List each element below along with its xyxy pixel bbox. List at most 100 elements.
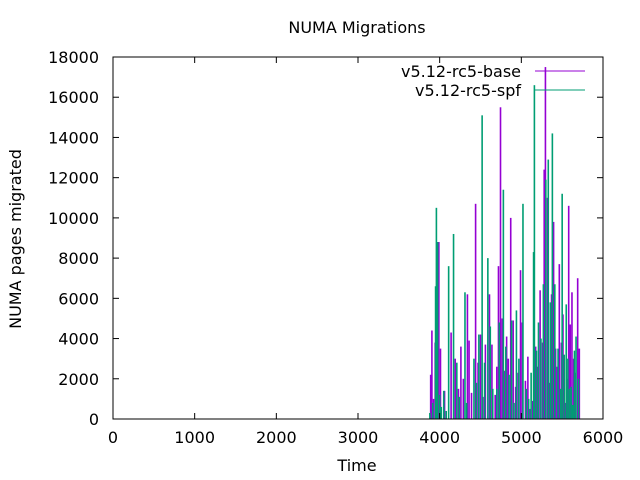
bar-base [562,314,564,419]
bar-base [460,346,462,419]
bar-base [527,356,529,419]
bar-base [536,366,539,419]
bar-spf [563,354,566,419]
bar-base [534,346,537,419]
bar-base [477,362,479,419]
bar-base [521,322,523,419]
bar-spf [575,336,577,419]
bar-base [499,107,502,419]
bar-spf [545,179,547,419]
bar-base [454,358,456,419]
bar-spf [540,338,542,419]
bar-base [470,392,473,419]
y-ticks: 0 2000 4000 6000 8000 10000 12000 14000 16000 180… [48,48,603,429]
bar-spf [570,386,572,419]
x-ticks: 0 1000 2000 3000 4000 5000 6000 [108,57,623,447]
bar-spf [565,304,568,419]
x-tick-label: 0 [108,428,118,447]
bar-spf [559,388,562,419]
bar-spf [547,159,550,419]
bar-spf [525,388,528,419]
bar-base [479,334,482,419]
bar-spf [549,302,552,419]
bar-spf [491,388,494,419]
bar-spf [498,322,501,419]
bar-base [543,169,545,419]
y-tick-label: 4000 [58,330,99,349]
y-tick-label: 8000 [58,249,99,268]
bar-base [572,358,575,419]
bar-base [468,340,470,419]
y-axis-label: NUMA pages migrated [6,149,25,329]
bar-spf [554,284,556,419]
x-tick-label: 1000 [174,428,215,447]
bar-base [571,292,573,419]
bar-spf [487,258,489,419]
bar-spf [429,412,431,419]
bar-spf [445,410,447,419]
bar-spf [436,242,439,419]
bar-spf [571,404,574,419]
bar-spf [473,358,475,419]
bar-spf [508,374,510,419]
bar-base [564,402,567,419]
bar-base [466,294,469,419]
bar-base [578,348,581,419]
bar-spf [442,390,445,419]
y-tick-label: 10000 [48,209,99,228]
bar-spf [542,284,545,419]
bar-base [438,242,440,419]
bar-spf [533,85,536,419]
bar-base [567,205,570,419]
x-tick-label: 5000 [501,428,542,447]
bar-base [574,372,577,419]
y-tick-label: 0 [89,410,99,429]
bar-spf [496,388,498,419]
y-tick-label: 12000 [48,169,99,188]
bar-spf [440,406,443,419]
bar-spf [535,350,538,419]
bar-base [558,264,561,419]
bar-base [531,400,534,419]
bar-base [484,344,487,419]
chart-title: NUMA Migrations [288,18,425,37]
bar-base [546,197,549,419]
bar-base [524,380,527,419]
x-tick-label: 6000 [583,428,624,447]
bar-base [494,394,496,419]
bar-spf [475,382,478,419]
y-tick-label: 6000 [58,289,99,308]
bar-base [548,382,550,419]
bar-base [462,378,465,419]
bar-base [507,358,510,419]
bar-spf [551,133,554,420]
bar-base [488,294,491,419]
bar-base [457,388,460,419]
bar-spf [522,203,524,419]
bar-spf [561,193,563,419]
bar-spf [502,189,505,419]
bar-base [517,372,519,419]
bar-spf [515,310,518,419]
bar-base [566,378,568,419]
bar-spf [452,233,455,419]
bar-spf [532,252,535,419]
x-axis-label: Time [336,456,376,475]
bars-base [429,67,581,419]
bar-spf [577,378,580,419]
bar-base [505,336,508,419]
bar-base [556,366,559,419]
bar-base [497,266,500,419]
bar-spf [434,286,437,419]
bar-spf [431,402,434,419]
bar-base [443,390,446,419]
bar-spf [568,388,571,419]
y-tick-label: 14000 [48,128,99,147]
x-tick-label: 3000 [338,428,379,447]
bar-base [450,332,452,419]
x-tick-label: 2000 [256,428,297,447]
bar-base [439,348,442,419]
bar-spf [458,396,461,419]
bar-spf [505,346,507,419]
x-tick-label: 4000 [419,428,460,447]
